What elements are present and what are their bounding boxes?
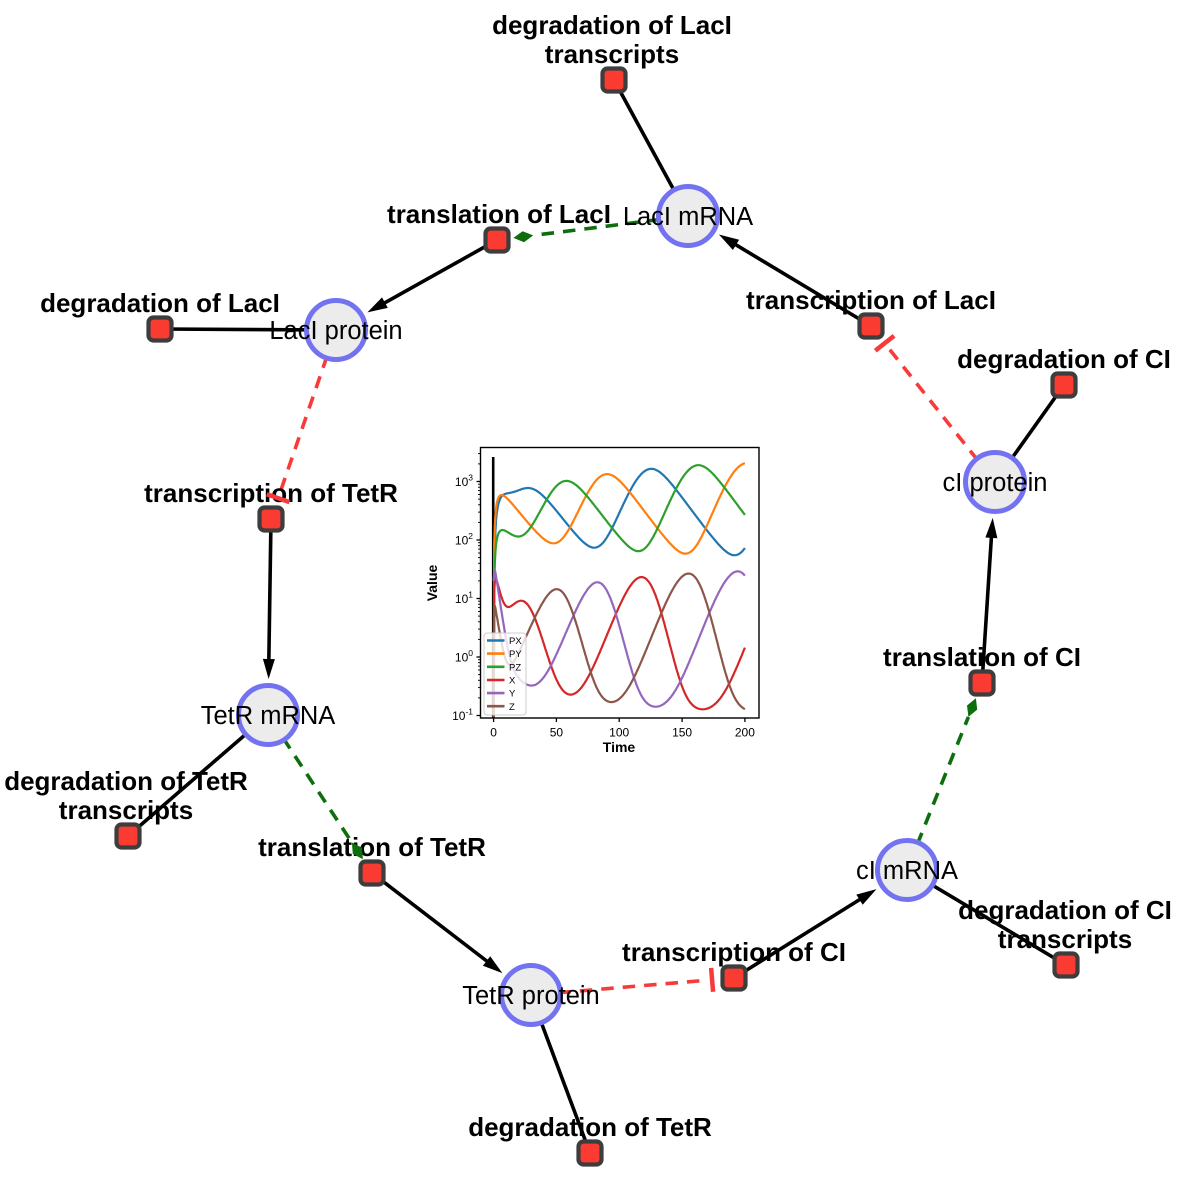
svg-text:TetR protein: TetR protein	[462, 982, 600, 1010]
svg-text:LacI protein: LacI protein	[269, 317, 402, 345]
svg-text:0: 0	[490, 726, 497, 740]
svg-text:150: 150	[672, 726, 692, 740]
svg-text:cI mRNA: cI mRNA	[856, 857, 958, 885]
svg-text:X: X	[509, 676, 516, 687]
svg-text:transcription of CI: transcription of CI	[622, 937, 846, 967]
svg-text:transcripts: transcripts	[545, 39, 679, 69]
svg-text:degradation of CI: degradation of CI	[957, 344, 1171, 374]
svg-text:PZ: PZ	[509, 662, 521, 673]
svg-text:translation of TetR: translation of TetR	[258, 832, 486, 862]
svg-text:transcription of LacI: transcription of LacI	[746, 285, 996, 315]
svg-text:cI protein: cI protein	[943, 469, 1048, 497]
svg-text:degradation of CI: degradation of CI	[958, 895, 1172, 925]
svg-text:translation of LacI: translation of LacI	[387, 199, 611, 229]
svg-text:200: 200	[735, 726, 755, 740]
svg-text:degradation of LacI: degradation of LacI	[40, 288, 280, 318]
svg-text:Y: Y	[509, 689, 516, 700]
svg-text:degradation of TetR: degradation of TetR	[468, 1112, 712, 1142]
svg-text:degradation of TetR: degradation of TetR	[4, 766, 248, 796]
svg-text:Time: Time	[603, 739, 636, 755]
svg-text:50: 50	[550, 726, 564, 740]
svg-text:100: 100	[609, 726, 629, 740]
svg-text:Z: Z	[509, 702, 515, 713]
svg-text:transcription of TetR: transcription of TetR	[144, 478, 398, 508]
svg-text:PY: PY	[509, 649, 522, 660]
svg-text:TetR mRNA: TetR mRNA	[201, 702, 336, 730]
svg-text:Value: Value	[424, 565, 440, 602]
svg-text:translation of CI: translation of CI	[883, 642, 1081, 672]
svg-text:transcripts: transcripts	[59, 795, 193, 825]
svg-text:transcripts: transcripts	[998, 924, 1132, 954]
svg-text:PX: PX	[509, 636, 522, 647]
svg-text:LacI mRNA: LacI mRNA	[623, 203, 753, 231]
svg-text:degradation of LacI: degradation of LacI	[492, 10, 732, 40]
